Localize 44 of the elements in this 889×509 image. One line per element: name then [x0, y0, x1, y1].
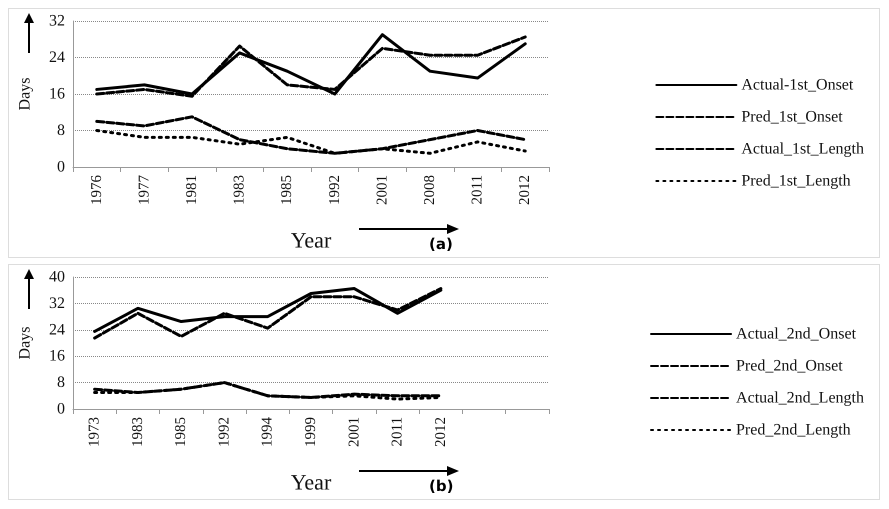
x-tick-label: 2011: [390, 417, 406, 446]
x-tick-label: 1977: [136, 174, 152, 205]
x-tick-label: 2001: [374, 175, 390, 205]
y-axis-title: Days: [16, 326, 34, 360]
x-tick-label: 1981: [184, 175, 200, 205]
y-tick-label: 0: [57, 158, 65, 176]
x-tick-label: 1999: [303, 417, 319, 447]
y-tick-label: 16: [49, 86, 65, 102]
x-tick-label: 2001: [346, 417, 362, 447]
y-tick-label: 16: [49, 348, 65, 365]
y-tick-label: 40: [49, 268, 65, 286]
legend-label: Pred_2nd_Length: [736, 422, 851, 438]
x-tick-label: 1983: [130, 417, 146, 447]
x-tick-label: 1992: [216, 417, 232, 447]
y-tick-label: 0: [57, 400, 65, 418]
y-tick-label: 32: [49, 12, 65, 30]
legend-label: Pred_2nd_Onset: [736, 358, 844, 374]
x-tick-label: 1985: [173, 417, 190, 447]
text: (b): [429, 477, 454, 495]
legend-label: Pred_1st_Length: [741, 172, 851, 190]
x-tick-label: 1983: [232, 175, 248, 205]
y-tick-label: 32: [49, 294, 65, 312]
x-axis-title: Year: [290, 228, 332, 252]
x-tick-label: 1992: [326, 175, 343, 205]
y-tick-label: 24: [49, 321, 65, 338]
x-tick-label: 2012: [517, 175, 534, 205]
legend-label: Pred_1st_Onset: [741, 108, 844, 126]
x-tick-label: 2008: [422, 175, 438, 205]
y-tick-label: 8: [57, 122, 65, 139]
x-tick-label: 2012: [432, 417, 449, 447]
legend-label: Actual_1st_Length: [741, 140, 864, 158]
x-tick-label: 1976: [88, 174, 105, 205]
y-tick-label: 24: [49, 49, 65, 66]
legend-label: Actual_2nd_Length: [736, 390, 864, 406]
x-tick-label: 2011: [470, 175, 486, 204]
x-axis-title: Year: [290, 470, 332, 494]
legend-label: Actual_2nd_Onset: [736, 326, 857, 342]
x-tick-label: 1985: [279, 175, 296, 205]
y-axis-title: Days: [16, 78, 34, 110]
legend-label: Actual-1st_Onset: [741, 76, 854, 94]
text: (a): [429, 235, 453, 253]
x-tick-label: 1973: [86, 417, 103, 447]
y-tick-label: 8: [57, 374, 65, 392]
x-tick-label: 1994: [260, 416, 276, 447]
